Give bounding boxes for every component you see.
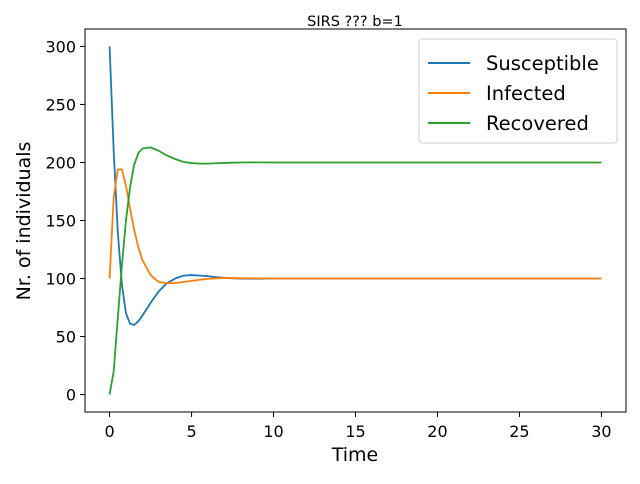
legend-frame <box>418 38 618 144</box>
x-tick-label: 20 <box>427 422 447 441</box>
series-line-recovered <box>108 146 602 395</box>
series-line-infected <box>108 168 602 285</box>
legend-label-recovered: Recovered <box>486 112 589 135</box>
series-layer <box>108 46 602 395</box>
chart-title: SIRS ??? b=1 <box>307 14 403 30</box>
x-tick-label: 30 <box>591 422 611 441</box>
y-axis-ticks: 0 50 100 150 200 250 300 <box>45 37 85 405</box>
y-tick-label: 300 <box>45 37 76 56</box>
legend-label-infected: Infected <box>486 82 566 105</box>
x-tick-label: 0 <box>104 422 114 441</box>
x-tick-label: 10 <box>263 422 283 441</box>
y-tick-label: 50 <box>56 328 76 347</box>
y-tick-label: 0 <box>66 386 76 405</box>
x-tick-label: 15 <box>345 422 365 441</box>
y-tick-label: 100 <box>45 270 76 289</box>
x-tick-label: 5 <box>186 422 196 441</box>
legend: Susceptible Infected Recovered <box>418 38 618 144</box>
x-axis-label: Time <box>331 444 379 466</box>
y-tick-label: 250 <box>45 95 76 114</box>
y-tick-label: 150 <box>45 212 76 231</box>
x-axis-ticks: 0 5 10 15 20 25 30 <box>104 412 612 441</box>
x-tick-label: 25 <box>509 422 529 441</box>
y-tick-label: 200 <box>45 153 76 172</box>
y-axis-label: Nr. of individuals <box>13 142 35 301</box>
legend-label-susceptible: Susceptible <box>486 52 599 75</box>
